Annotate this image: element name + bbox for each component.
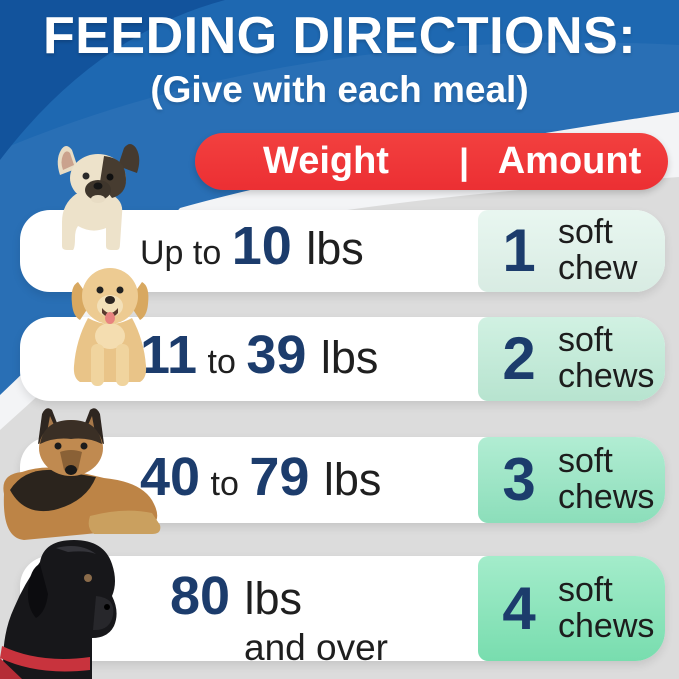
labrador-puppy-image <box>71 268 149 386</box>
weight-value: 80 <box>170 566 231 626</box>
amount-value: 2 <box>502 325 536 392</box>
page-title: FEEDING DIRECTIONS: <box>42 7 637 65</box>
header-divider: | <box>458 140 470 182</box>
weight-joiner: to <box>207 343 236 381</box>
amount-label-line2: chew <box>558 249 638 287</box>
amount-cell: 3 soft chews <box>478 437 665 523</box>
weight-unit: lbs <box>306 223 364 274</box>
table-row-up-to-10-lbs: Up to 10 lbs 1 soft chew <box>20 210 665 292</box>
amount-label-line1: soft <box>558 442 613 481</box>
weight-value-min: 40 <box>140 447 201 507</box>
amount-label-line1: soft <box>558 321 613 360</box>
german-shepherd-image <box>3 408 161 540</box>
amount-column-header: Amount <box>497 140 642 182</box>
page-subtitle: (Give with each meal) <box>150 69 529 110</box>
weight-value: 10 <box>231 216 292 276</box>
weight-unit: lbs <box>323 454 382 505</box>
weight-joiner: to <box>210 465 239 503</box>
weight-value-max: 79 <box>249 447 310 507</box>
weight-cell: 40 to 79 lbs <box>140 450 381 504</box>
weight-cell: 80 lbs and over <box>170 569 388 668</box>
amount-label: soft chews <box>558 323 654 394</box>
weight-value-max: 39 <box>246 325 307 385</box>
weight-value-min: 11 <box>140 325 198 385</box>
amount-label-line2: chews <box>558 478 655 516</box>
amount-cell: 2 soft chews <box>478 317 665 401</box>
amount-label: soft chews <box>558 444 654 515</box>
table-row-11-to-39-lbs: 11 to 39 lbs 2 soft chews <box>20 317 665 401</box>
weight-column-header: Weight <box>263 140 389 182</box>
weight-suffix: and over <box>244 627 388 668</box>
amount-label: soft chew <box>558 215 637 286</box>
amount-value: 4 <box>502 574 536 642</box>
great-dane-image <box>0 540 117 679</box>
amount-label-line2: chews <box>558 606 655 645</box>
table-header: Weight | Amount <box>195 133 668 190</box>
amount-label-line1: soft <box>558 570 613 609</box>
amount-value: 1 <box>502 217 536 284</box>
amount-value: 3 <box>502 446 536 513</box>
amount-cell: 4 soft chews <box>478 556 665 661</box>
weight-cell: 11 to 39 lbs <box>140 328 378 382</box>
amount-label: soft chews <box>558 570 655 645</box>
weight-cell: Up to 10 lbs <box>140 219 364 273</box>
french-bulldog-image <box>57 144 140 250</box>
table-row-80-lbs-and-over: 80 lbs and over 4 soft chews <box>20 556 665 667</box>
weight-unit: lbs <box>320 332 379 383</box>
amount-label-line2: chews <box>558 357 655 395</box>
amount-label-line1: soft <box>558 213 613 252</box>
amount-cell: 1 soft chew <box>478 210 665 292</box>
weight-prefix: Up to <box>140 234 222 272</box>
weight-unit: lbs <box>244 573 303 624</box>
